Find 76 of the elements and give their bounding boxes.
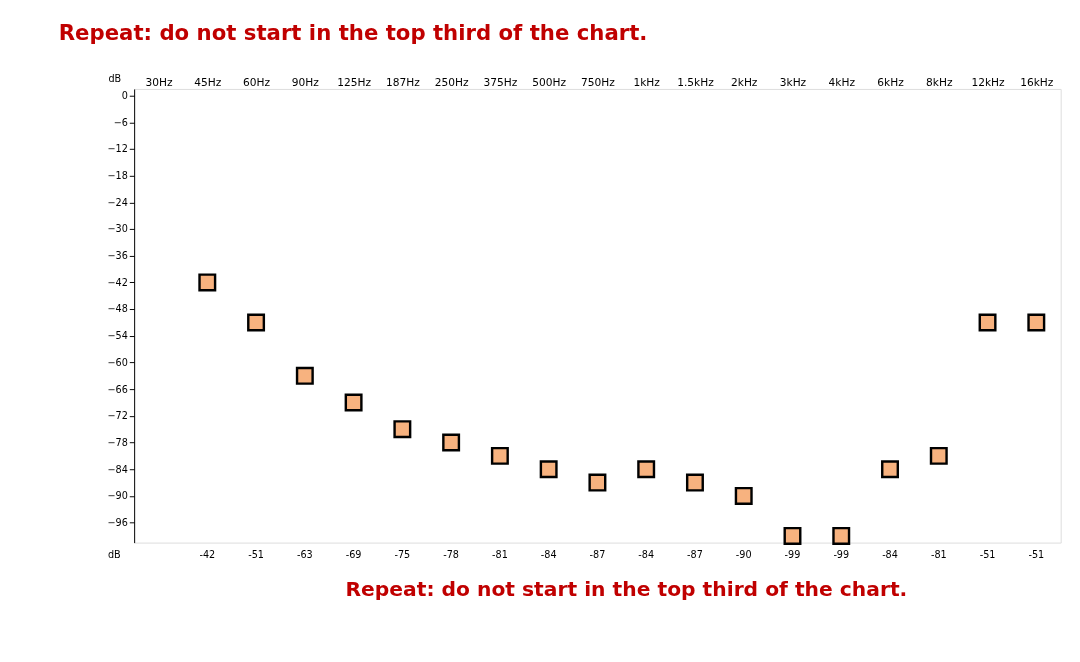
data-label: -81 [492, 549, 508, 561]
data-label: -87 [589, 549, 606, 561]
x-tick-label: 3kHz [779, 75, 807, 89]
x-tick-label: 30Hz [145, 75, 173, 89]
x-tick-label: 500Hz [532, 75, 567, 89]
x-tick-label: 4kHz [828, 75, 856, 89]
y-axis-title: dB [108, 72, 122, 84]
x-tick-label: 12kHz [971, 75, 1006, 89]
point [198, 273, 217, 292]
x-tick-label: 375Hz [483, 75, 518, 89]
point [929, 446, 948, 465]
data-label: -75 [394, 549, 411, 561]
data-label: -51 [248, 549, 264, 561]
data-label: -87 [687, 549, 703, 561]
data-label: -51 [1028, 549, 1045, 561]
y-tick-label: −24 [107, 196, 128, 208]
y-tick-label: −42 [107, 276, 128, 288]
x-tick-label: 2kHz [730, 75, 758, 89]
x-tick-label: 60Hz [243, 75, 271, 89]
y-tick-label: −36 [107, 250, 128, 262]
data-label: -84 [882, 549, 898, 561]
data-label: -51 [979, 549, 996, 561]
data-label: -99 [833, 549, 850, 561]
point [393, 420, 412, 439]
point [881, 460, 900, 479]
point [832, 526, 851, 545]
point [344, 393, 363, 412]
x-tick-label: 8kHz [926, 75, 953, 89]
data-label: -81 [930, 549, 947, 561]
point [734, 486, 753, 505]
x-tick-label: 6kHz [877, 75, 905, 89]
data-label: -84 [638, 549, 655, 561]
y-tick-label: −72 [107, 410, 128, 422]
x-tick-label: 187Hz [385, 75, 421, 89]
y-tick-label: −6 [113, 116, 128, 128]
data-label: -42 [199, 549, 216, 561]
x-tick-label: 250Hz [434, 75, 469, 89]
x-tick-label: 125Hz [337, 75, 372, 89]
point [978, 313, 997, 332]
x-tick-label: 750Hz [581, 75, 616, 89]
point [588, 473, 607, 492]
x-tick-label: 45Hz [194, 75, 222, 89]
text: Repeat: do not start in the top third of the chart. [345, 576, 908, 601]
point [442, 433, 461, 452]
x-tick-label: 1.5kHz [677, 75, 715, 89]
point [539, 460, 558, 479]
point [783, 526, 802, 545]
y-tick-label: −60 [107, 356, 128, 368]
y-tick-label: −84 [107, 463, 128, 475]
y-tick-label: −90 [107, 490, 128, 502]
y-tick-label: −66 [107, 383, 128, 395]
y-tick-label: −12 [107, 143, 128, 155]
x-tick-label: 16kHz [1020, 75, 1054, 89]
x-tick-label: 90Hz [291, 75, 320, 89]
point [1027, 313, 1046, 332]
point [490, 446, 509, 465]
y-tick-label: −54 [107, 330, 128, 342]
y-tick-label: −18 [107, 170, 128, 182]
y-tick-label: −30 [107, 223, 128, 235]
point [637, 460, 656, 479]
x-tick-label: 1kHz [633, 75, 661, 89]
y-tick-label: −78 [107, 436, 128, 448]
data-label: -84 [540, 549, 557, 561]
point [685, 473, 704, 492]
point [295, 366, 314, 385]
y-tick-label: −96 [107, 516, 128, 528]
data-label: -63 [296, 549, 313, 561]
point [247, 313, 266, 332]
y-tick-label: −48 [107, 303, 128, 315]
text: dB [107, 549, 121, 561]
data-label: -69 [345, 549, 362, 561]
data-label: -78 [443, 549, 460, 561]
chart-title: Repeat: do not start in the top third of the chart. [58, 19, 648, 45]
y-tick-label: 0 [121, 90, 128, 102]
data-label: -90 [735, 549, 752, 561]
data-label: -99 [784, 549, 801, 561]
